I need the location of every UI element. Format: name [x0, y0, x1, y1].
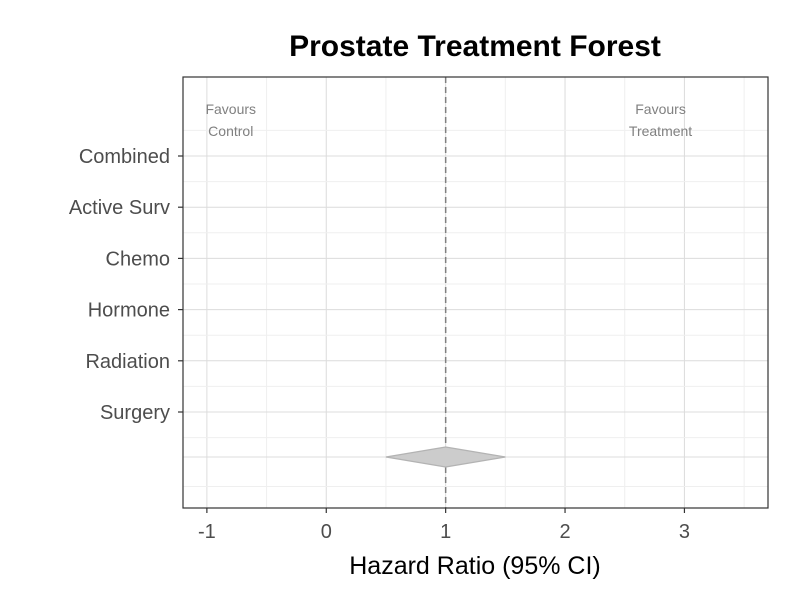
y-tick-label: Hormone	[88, 300, 170, 322]
favours-control-annotation: Favours	[205, 101, 256, 117]
y-tick-label: Active Surv	[69, 197, 170, 219]
x-tick-label: 1	[440, 521, 451, 543]
favours-treatment-annotation: Treatment	[629, 123, 692, 139]
x-tick-label: -1	[198, 521, 216, 543]
favours-control-annotation: Control	[208, 123, 253, 139]
x-tick-label: 2	[559, 521, 570, 543]
summary-diamond	[385, 446, 506, 468]
panel-border	[182, 76, 769, 509]
grid-layer	[183, 77, 768, 508]
summary-layer	[385, 446, 506, 468]
y-tick-label: Combined	[79, 146, 170, 168]
x-tick-label: 3	[679, 521, 690, 543]
y-tick-label: Surgery	[100, 402, 170, 424]
x-tick-label: 0	[321, 521, 332, 543]
y-tick-label: Chemo	[106, 248, 170, 270]
axis-layer: -1 0 1 2 3 Combined Active Surv Chemo Hormone Rad…	[69, 146, 690, 543]
x-axis-title: Hazard Ratio (95% CI)	[349, 552, 600, 580]
chart-title: Prostate Treatment Forest	[289, 30, 661, 63]
annotation-layer: Favours Control Favours Treatment	[205, 101, 692, 139]
favours-treatment-annotation: Favours	[635, 101, 686, 117]
y-tick-label: Radiation	[85, 351, 170, 373]
